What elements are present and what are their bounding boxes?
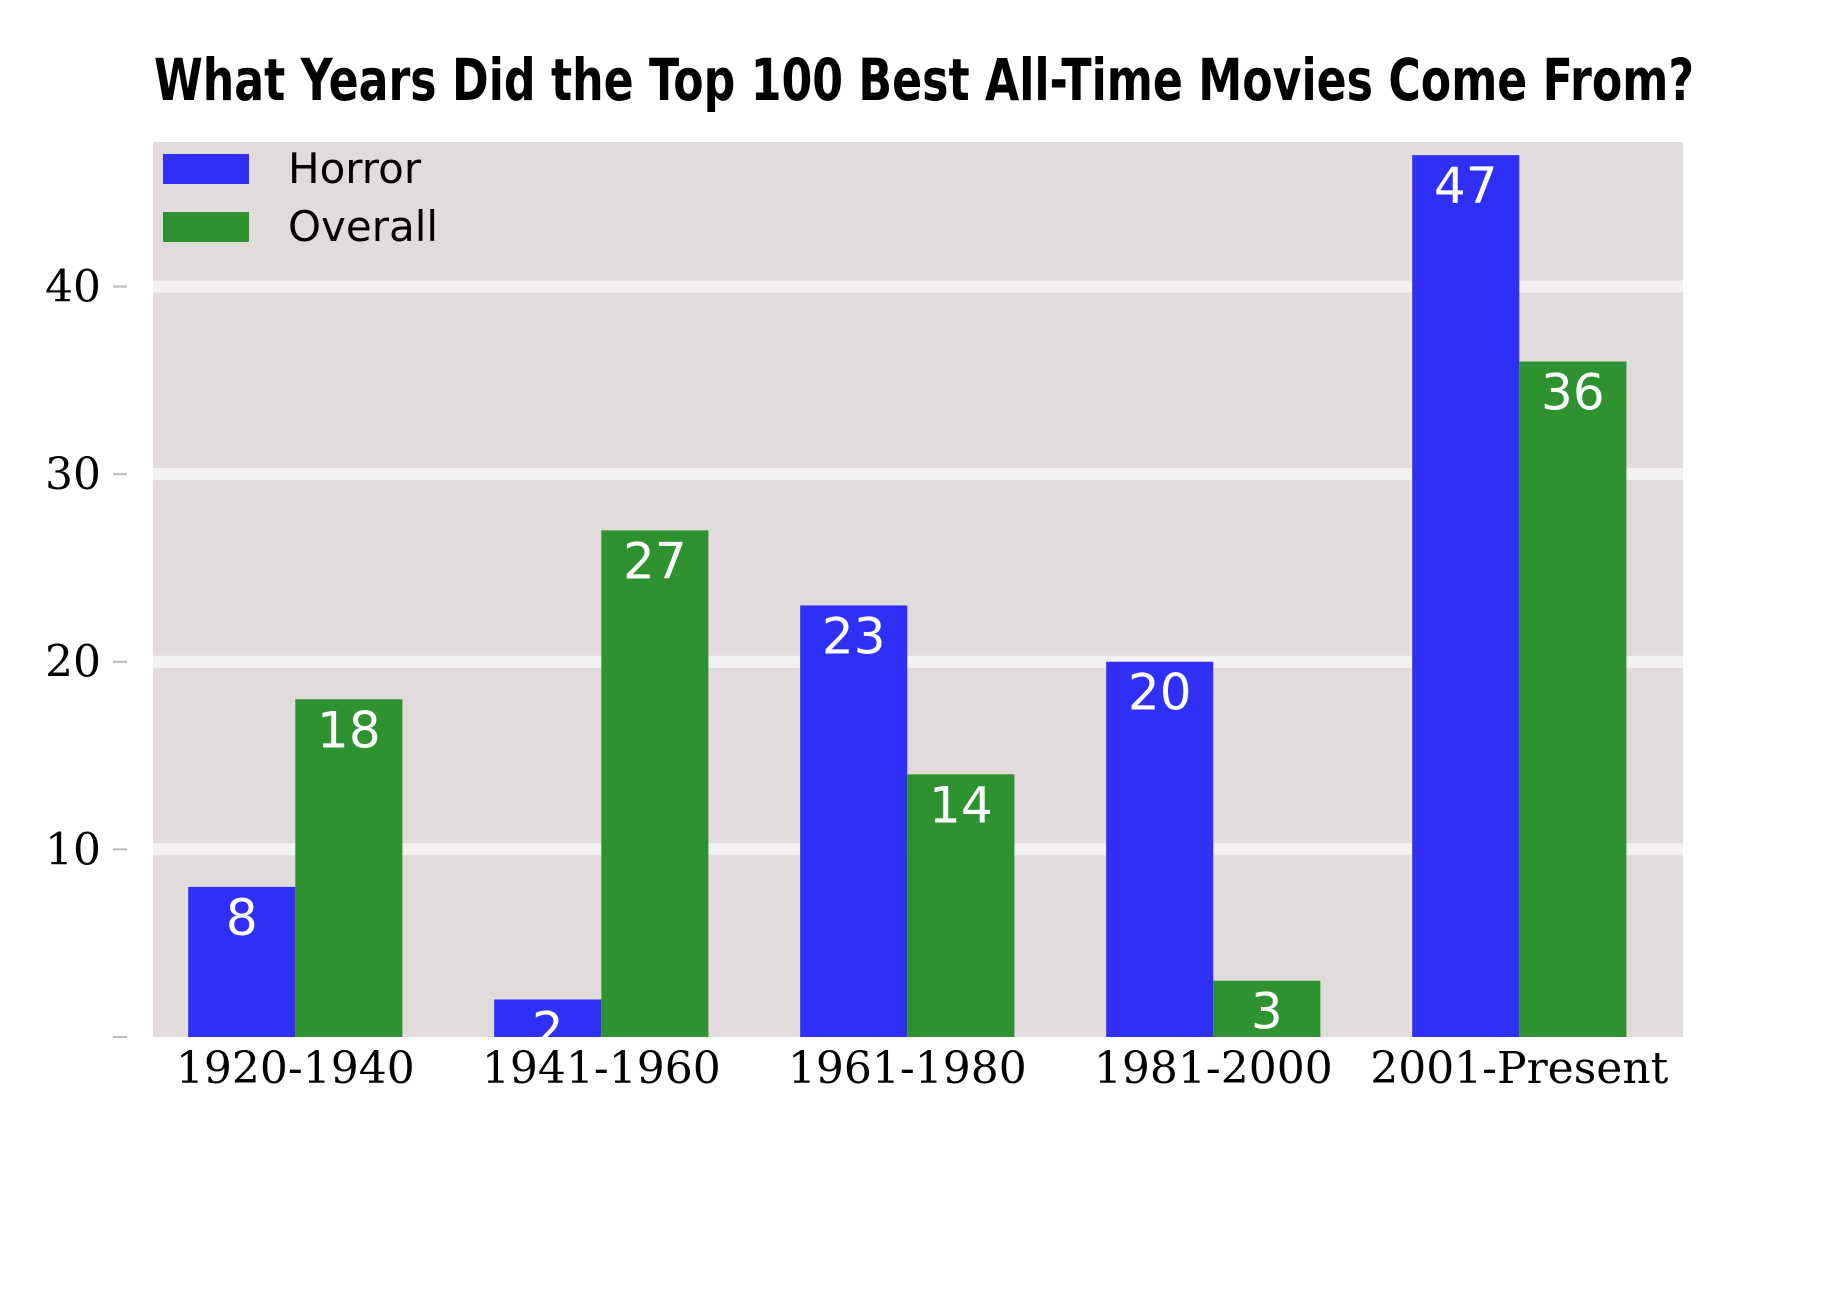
bar-value-label: 36 — [1541, 364, 1605, 422]
bar-value-label: 18 — [317, 701, 381, 759]
bar-value-label: 23 — [822, 607, 886, 665]
bar-value-label: 2 — [532, 1001, 564, 1059]
bar-value-label: 27 — [623, 532, 687, 590]
bar-value-label: 47 — [1434, 157, 1498, 215]
x-tick-label: 1920-1940 — [176, 1043, 415, 1094]
bars — [188, 155, 1627, 1038]
x-tick-label: 1981-2000 — [1094, 1043, 1333, 1094]
bar-horror-4 — [1412, 155, 1520, 1038]
bar-overall-1 — [601, 530, 709, 1037]
x-tick-label: 1961-1980 — [788, 1043, 1027, 1094]
x-axis: 1920-1940 1941-1960 1961-1980 1981-2000 2001… — [176, 1043, 1669, 1094]
bar-value-label: 14 — [929, 776, 993, 834]
bar-value-label: 3 — [1251, 983, 1283, 1041]
bar-overall-3 — [1213, 980, 1321, 1037]
bar-horror-1 — [494, 999, 602, 1037]
x-tick-label: 2001-Present — [1370, 1043, 1668, 1094]
bar-horror-0 — [188, 886, 296, 1037]
bar-overall-2 — [907, 774, 1015, 1037]
legend-label-horror: Horror — [288, 144, 422, 193]
bar-labels: 8 18 2 27 23 14 20 3 47 36 — [226, 157, 1605, 1059]
y-axis: 10 20 30 40 — [45, 261, 127, 1038]
bar-horror-2 — [800, 605, 908, 1037]
bar-value-label: 20 — [1128, 664, 1192, 722]
bar-overall-0 — [295, 699, 403, 1037]
bar-horror-3 — [1106, 661, 1214, 1037]
legend-label-overall: Overall — [288, 202, 438, 251]
y-tick-label: 30 — [45, 449, 101, 500]
legend: Horror Overall — [163, 144, 438, 251]
y-tick-label: 10 — [45, 824, 101, 875]
y-tick-label: 20 — [45, 637, 101, 688]
legend-swatch-overall — [163, 212, 249, 242]
x-tick-label: 1941-1960 — [482, 1043, 721, 1094]
legend-swatch-horror — [163, 154, 249, 184]
chart-title: What Years Did the Top 100 Best All-Time… — [154, 46, 1694, 114]
y-tick-label: 40 — [45, 261, 101, 312]
bar-value-label: 8 — [226, 889, 258, 947]
bar-overall-4 — [1519, 361, 1627, 1037]
